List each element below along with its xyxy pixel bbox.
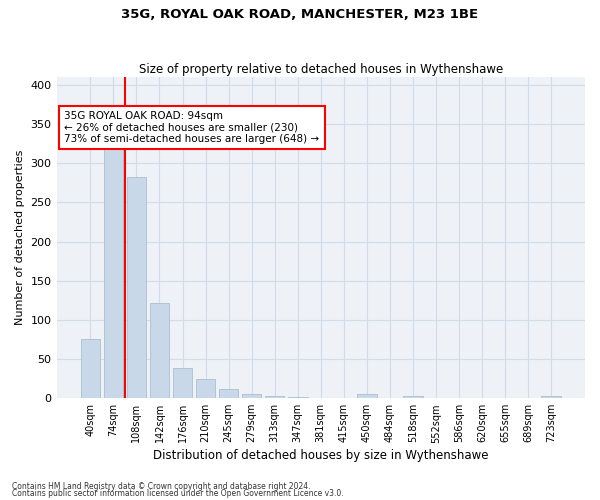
Bar xyxy=(80,340,100,398)
Text: 35G ROYAL OAK ROAD: 94sqm
← 26% of detached houses are smaller (230)
73% of semi: 35G ROYAL OAK ROAD: 94sqm ← 26% of detac… xyxy=(64,111,320,144)
Bar xyxy=(127,176,146,398)
Bar xyxy=(403,396,423,398)
Bar xyxy=(219,389,238,398)
Text: Contains HM Land Registry data © Crown copyright and database right 2024.: Contains HM Land Registry data © Crown c… xyxy=(12,482,311,491)
Bar xyxy=(357,394,377,398)
Text: 35G, ROYAL OAK ROAD, MANCHESTER, M23 1BE: 35G, ROYAL OAK ROAD, MANCHESTER, M23 1BE xyxy=(121,8,479,20)
Text: Contains public sector information licensed under the Open Government Licence v3: Contains public sector information licen… xyxy=(12,490,344,498)
Bar xyxy=(173,368,193,398)
Bar xyxy=(104,142,123,398)
Bar xyxy=(242,394,262,398)
Y-axis label: Number of detached properties: Number of detached properties xyxy=(15,150,25,326)
Bar xyxy=(541,396,561,398)
Bar xyxy=(265,396,284,398)
X-axis label: Distribution of detached houses by size in Wythenshawe: Distribution of detached houses by size … xyxy=(153,450,488,462)
Bar xyxy=(196,378,215,398)
Title: Size of property relative to detached houses in Wythenshawe: Size of property relative to detached ho… xyxy=(139,63,503,76)
Bar xyxy=(149,304,169,398)
